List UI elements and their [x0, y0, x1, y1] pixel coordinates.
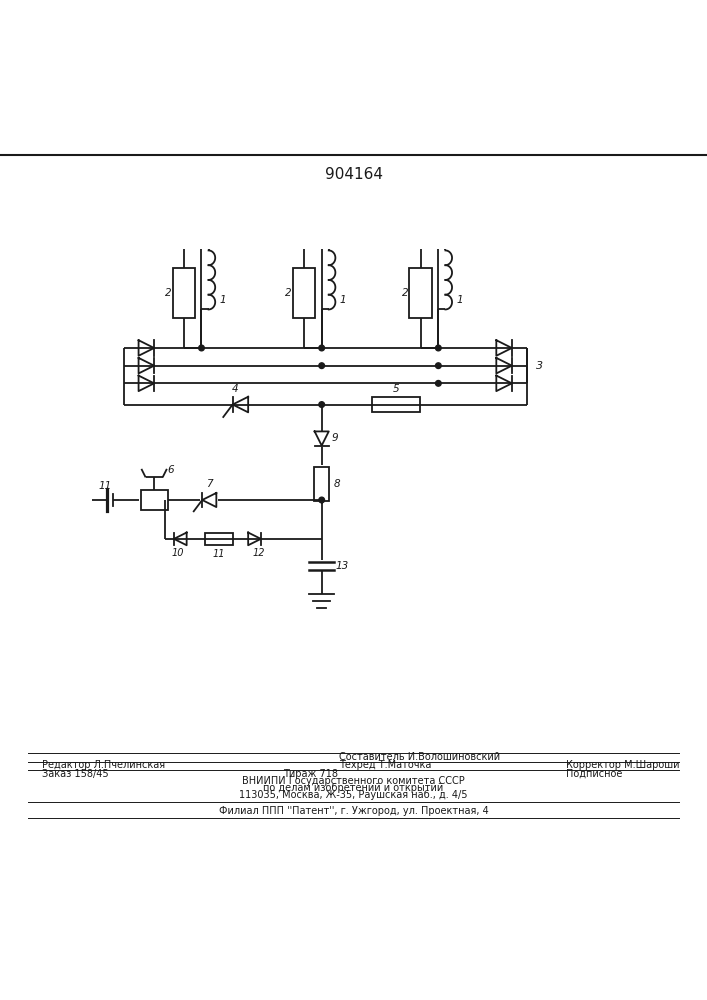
Text: 2: 2: [285, 288, 292, 298]
Bar: [314, 467, 329, 501]
Text: Заказ 158/45: Заказ 158/45: [42, 769, 109, 779]
Text: 2: 2: [165, 288, 172, 298]
Circle shape: [319, 497, 325, 503]
Text: 12: 12: [252, 548, 265, 558]
Text: 6: 6: [167, 465, 173, 475]
Text: Техред Т.Маточка: Техред Т.Маточка: [339, 760, 432, 770]
Text: 10: 10: [171, 548, 184, 558]
Text: Редактор Л.Пчелинская: Редактор Л.Пчелинская: [42, 760, 165, 770]
Bar: [293, 268, 315, 318]
Text: 8: 8: [334, 479, 341, 489]
Text: 1: 1: [219, 295, 226, 305]
Bar: [141, 490, 168, 510]
Text: 3: 3: [536, 361, 543, 371]
Text: Подписное: Подписное: [566, 769, 622, 779]
Circle shape: [319, 345, 325, 351]
Text: 4: 4: [231, 384, 238, 394]
Circle shape: [436, 345, 441, 351]
Text: Составитель И.Волошиновский: Составитель И.Волошиновский: [339, 752, 501, 762]
Text: 11: 11: [213, 549, 226, 559]
Circle shape: [199, 345, 204, 351]
Text: Филиал ППП ''Патент'', г. Ужгород, ул. Проектная, 4: Филиал ППП ''Патент'', г. Ужгород, ул. П…: [218, 806, 489, 816]
Text: 9: 9: [331, 433, 338, 443]
Text: 11: 11: [98, 481, 111, 491]
Text: 904164: 904164: [325, 167, 382, 182]
Bar: [173, 268, 195, 318]
Bar: [205, 533, 233, 545]
Circle shape: [436, 381, 441, 386]
Circle shape: [319, 363, 325, 368]
Text: 7: 7: [206, 479, 213, 489]
Text: ВНИИПИ Государственного комитета СССР: ВНИИПИ Государственного комитета СССР: [242, 776, 465, 786]
Text: 13: 13: [336, 561, 349, 571]
Circle shape: [436, 363, 441, 368]
Circle shape: [319, 402, 325, 407]
Bar: [409, 268, 432, 318]
Text: 2: 2: [402, 288, 409, 298]
Text: Тираж 718: Тираж 718: [283, 769, 338, 779]
Text: 1: 1: [339, 295, 346, 305]
Bar: [372, 397, 420, 412]
Text: 5: 5: [392, 384, 399, 394]
Text: Корректор М.Шароши: Корректор М.Шароши: [566, 760, 679, 770]
Text: 113035, Москва, Ж-35, Раушская наб., д. 4/5: 113035, Москва, Ж-35, Раушская наб., д. …: [239, 790, 468, 800]
Text: по делам изобретений и открытий: по делам изобретений и открытий: [264, 783, 443, 793]
Text: 1: 1: [456, 295, 463, 305]
